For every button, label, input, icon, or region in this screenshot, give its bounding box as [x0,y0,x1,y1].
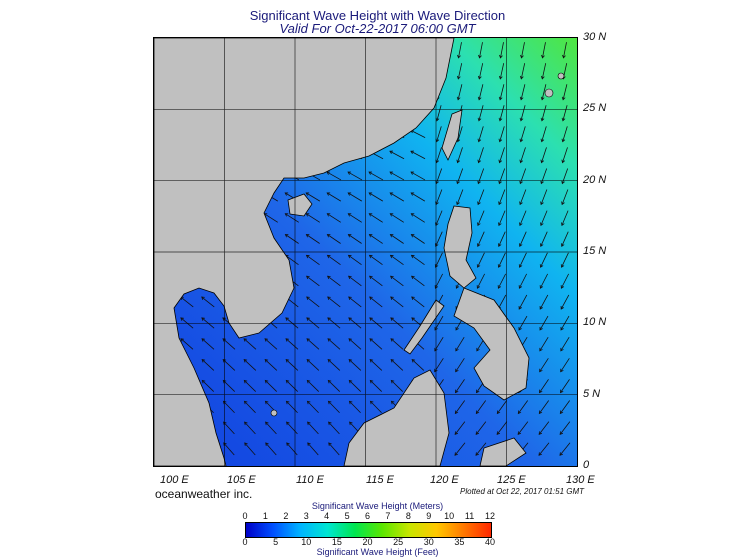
credit-label: oceanweather inc. [155,487,253,501]
meters-tick: 5 [344,511,350,521]
meters-tick: 6 [364,511,370,521]
lon-label: 130 E [566,474,595,486]
meters-tick: 4 [324,511,330,521]
wave-height-map [153,37,578,467]
lat-label: 20 N [583,174,607,186]
meters-tick: 3 [303,511,309,521]
feet-tick: 25 [393,537,404,547]
lat-label: 5 N [583,388,601,400]
lon-label: 100 E [160,474,189,486]
lat-label: 0 [583,459,590,471]
meters-tick: 8 [405,511,411,521]
meters-tick: 10 [444,511,455,521]
colorbar [245,522,492,538]
lat-label: 15 N [583,245,607,257]
colorbar-title-meters: Significant Wave Height (Meters) [311,501,444,511]
meters-tick: 7 [385,511,391,521]
lat-label: 30 N [583,31,607,43]
meters-tick: 9 [426,511,432,521]
lat-label: 10 N [583,316,607,328]
borneo-island [343,369,450,466]
luzon-island [443,205,477,289]
ryukyu-island [544,88,554,98]
feet-tick: 10 [301,537,312,547]
palawan-island [403,299,445,355]
meters-tick: 1 [262,511,268,521]
meters-tick: 2 [283,511,289,521]
lon-label: 110 E [296,474,324,486]
meters-tick: 0 [242,511,248,521]
lon-label: 115 E [366,474,394,486]
feet-tick: 15 [331,537,342,547]
feet-tick: 35 [454,537,465,547]
mainland-asia [154,38,455,466]
feet-tick: 30 [423,537,434,547]
feet-tick: 5 [273,537,279,547]
feet-tick: 40 [484,537,495,547]
taiwan-island [441,109,463,161]
feet-tick: 0 [242,537,248,547]
small-island [270,409,278,417]
map-canvas [154,38,577,466]
valid-time: Valid For Oct-22-2017 06:00 GMT [279,21,476,36]
map-title: Significant Wave Height with Wave Direct… [249,8,506,23]
graticule [154,38,577,466]
ryukyu-island [557,72,565,80]
meters-tick: 11 [464,511,475,521]
lon-label: 125 E [497,474,526,486]
hainan-island [287,193,313,217]
meters-tick: 12 [484,511,495,521]
plotted-time: Plotted at Oct 22, 2017 01:51 GMT [460,487,585,496]
lon-label: 105 E [227,474,256,486]
colorbar-title-feet: Significant Wave Height (Feet) [316,547,439,557]
lat-label: 25 N [583,102,607,114]
lon-label: 120 E [430,474,459,486]
sulawesi-edge [479,437,527,466]
feet-tick: 20 [362,537,373,547]
